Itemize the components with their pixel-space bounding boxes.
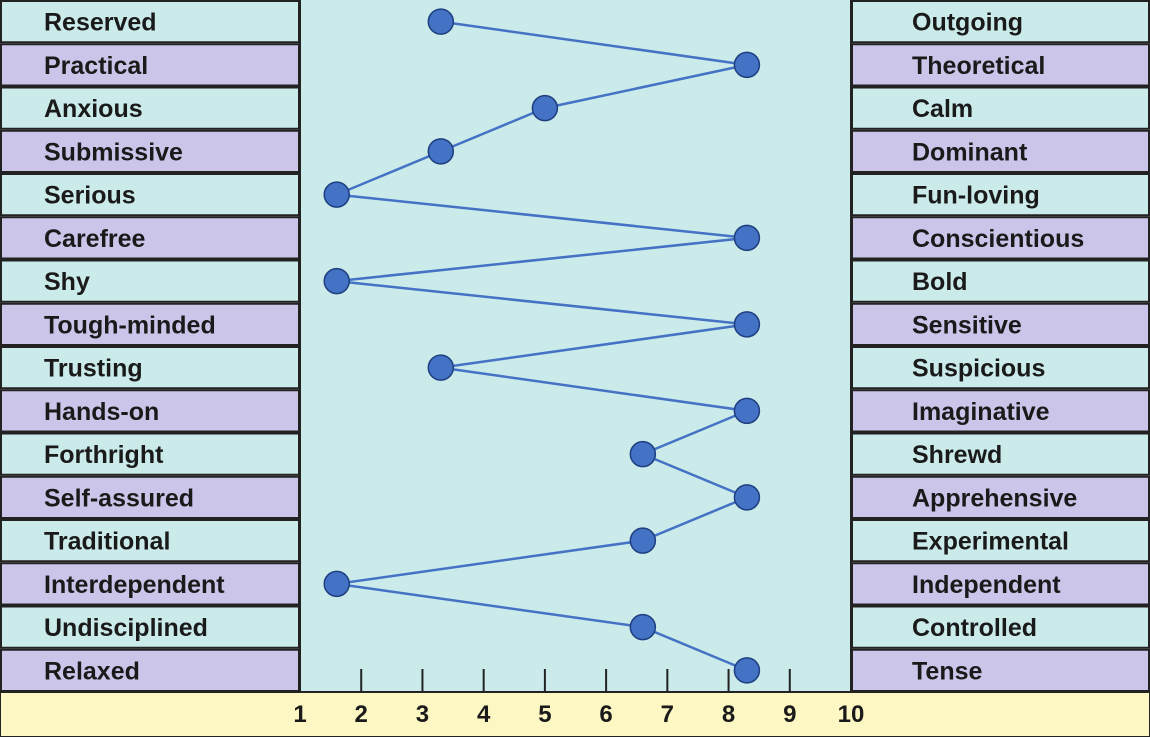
right-label: Controlled [912, 614, 1037, 642]
right-row-bg [851, 432, 1150, 476]
right-label: Outgoing [912, 9, 1023, 37]
right-label: Conscientious [912, 225, 1084, 253]
left-row-bg [0, 346, 300, 390]
left-label: Hands-on [44, 398, 159, 426]
right-row-bg [851, 346, 1150, 390]
right-label: Experimental [912, 528, 1069, 556]
right-label: Independent [912, 571, 1061, 599]
right-row-bg [851, 259, 1150, 303]
right-label: Imaginative [912, 398, 1050, 426]
right-row-bg [851, 605, 1150, 649]
left-row-bg [0, 43, 300, 87]
left-row-bg [0, 173, 300, 217]
right-label: Suspicious [912, 355, 1045, 383]
x-tick-label: 5 [538, 701, 551, 728]
data-point [733, 657, 761, 684]
data-point [531, 94, 559, 122]
left-row-bg [0, 475, 300, 519]
right-label: Bold [912, 268, 968, 296]
right-row-bg [851, 86, 1150, 130]
data-point [733, 311, 761, 338]
x-tick-label: 4 [477, 701, 491, 728]
left-row-bg [0, 519, 300, 563]
right-label: Apprehensive [912, 484, 1077, 512]
data-point [629, 440, 657, 468]
data-point [323, 267, 350, 295]
x-tick-label: 10 [838, 701, 865, 728]
x-tick-label: 2 [355, 701, 368, 728]
data-point [427, 354, 455, 381]
data-point [629, 613, 657, 641]
right-label: Dominant [912, 138, 1028, 166]
data-point [427, 138, 455, 165]
left-row-bg [0, 0, 300, 44]
right-label: Calm [912, 95, 973, 123]
x-tick-label: 6 [599, 701, 612, 728]
data-point [733, 51, 761, 79]
right-row-bg [851, 216, 1150, 260]
right-label: Theoretical [912, 52, 1045, 80]
profile-series [323, 8, 761, 684]
x-tick-label: 7 [661, 701, 674, 728]
right-row-bg [851, 648, 1150, 692]
plot-area [300, 0, 851, 692]
data-point [323, 570, 350, 598]
left-label: Traditional [44, 528, 170, 556]
data-point [323, 181, 350, 208]
left-label: Serious [44, 182, 136, 210]
right-label: Sensitive [912, 311, 1022, 339]
data-point [733, 484, 761, 511]
left-label: Trusting [44, 355, 143, 383]
left-label: Tough-minded [44, 311, 216, 339]
data-point [427, 8, 455, 35]
right-label: Shrewd [912, 441, 1002, 469]
left-label: Submissive [44, 138, 183, 166]
left-row-bg [0, 302, 300, 346]
series-line [336, 20, 752, 672]
right-label: Fun-loving [912, 182, 1040, 210]
left-labels: Reserved Practical Anxious Submissive Seriou… [0, 0, 300, 692]
right-row-bg [851, 173, 1150, 217]
right-labels: Outgoing Theoretical Calm Dominant Fun-lovin… [851, 0, 1150, 692]
left-row-bg [0, 259, 300, 303]
left-row-bg [0, 389, 300, 433]
x-tick-label: 1 [293, 701, 306, 728]
data-point [629, 527, 657, 554]
x-tick-label: 8 [722, 701, 735, 728]
right-row-bg [851, 302, 1150, 346]
left-label: Reserved [44, 9, 157, 37]
left-label: Undisciplined [44, 614, 208, 642]
left-row-bg [0, 86, 300, 130]
x-axis-band [0, 691, 1150, 737]
left-row-bg [0, 562, 300, 606]
left-label: Anxious [44, 95, 143, 123]
left-label: Relaxed [44, 657, 140, 685]
right-row-bg [851, 475, 1150, 519]
left-row-bg [0, 648, 300, 692]
data-point [733, 397, 761, 425]
x-tick-label: 3 [416, 701, 429, 728]
right-row-bg [851, 562, 1150, 606]
x-tick-label: 9 [783, 701, 796, 728]
left-label: Practical [44, 52, 148, 80]
data-point [733, 224, 761, 252]
left-label: Interdependent [44, 571, 225, 599]
x-axis: 1 2 3 4 5 6 7 8 9 10 [293, 669, 864, 728]
left-label: Carefree [44, 225, 146, 253]
left-label: Shy [44, 268, 90, 296]
right-row-bg [851, 129, 1150, 173]
right-label: Tense [912, 657, 982, 685]
left-label: Forthright [44, 441, 164, 469]
left-label: Self-assured [44, 484, 194, 512]
left-row-bg [0, 216, 300, 260]
